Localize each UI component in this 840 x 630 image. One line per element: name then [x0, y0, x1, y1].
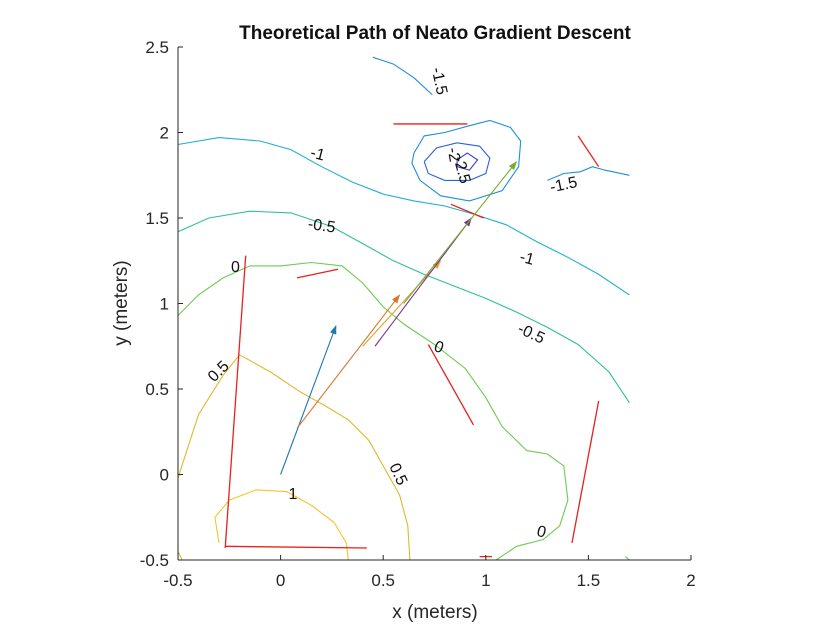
- x-tick-label: 1.5: [577, 571, 601, 590]
- contour-label: 0: [432, 338, 446, 357]
- contour-labels: -1.5-2-2.5-1-1.5-0.5-10-0.500.510.50: [205, 66, 579, 542]
- x-tick-label: -0.5: [163, 571, 192, 590]
- contour-lines: [177, 56, 630, 561]
- contour-line: [177, 551, 183, 561]
- obstacle-segment: [577, 135, 600, 168]
- contour-line: [372, 56, 433, 96]
- y-ticks: -0.5 0 0.5 1 1.5 2 2.5: [140, 38, 183, 570]
- contour-line: [456, 152, 479, 171]
- contour-label: -1: [309, 144, 327, 164]
- y-tick-label: 2: [160, 124, 169, 143]
- path-arrow: [280, 325, 337, 475]
- obstacle-segment: [571, 400, 600, 544]
- contour-label: -1.5: [548, 174, 579, 196]
- y-tick-label: 0.5: [145, 380, 169, 399]
- contour-label: -2: [444, 146, 463, 163]
- contour-label: 1: [288, 486, 297, 503]
- obstacle-segment: [296, 268, 339, 279]
- y-axis-label: y (meters): [111, 260, 132, 346]
- obstacle-segment: [225, 545, 367, 549]
- contour-line: [624, 556, 630, 561]
- plot-area: -1.5-2-2.5-1-1.5-0.5-10-0.500.510.50: [177, 56, 630, 561]
- contour-line: [177, 261, 569, 561]
- contour-label: -0.5: [307, 216, 337, 237]
- axes: -0.5 0 0.5 1 1.5 2 -0.5 0 0.5 1 1.5 2 2.5: [140, 38, 696, 590]
- y-tick-label: 1: [160, 295, 169, 314]
- contour-line: [411, 119, 522, 202]
- contour-label: 0.5: [385, 461, 410, 488]
- y-tick-label: 0: [160, 466, 169, 485]
- contour-line: [423, 142, 491, 181]
- y-tick-label: 1.5: [145, 209, 169, 228]
- path-arrow: [403, 161, 518, 304]
- x-tick-label: 0: [276, 571, 285, 590]
- contour-line: [177, 354, 411, 561]
- y-tick-label: -0.5: [140, 551, 169, 570]
- contour-label: 0.5: [205, 358, 233, 386]
- contour-line: [177, 137, 630, 296]
- x-tick-label: 0.5: [371, 571, 395, 590]
- x-tick-label: 1: [481, 571, 490, 590]
- contour-line: [177, 210, 630, 404]
- contour-label: -1.5: [428, 66, 450, 97]
- obstacle-segment: [224, 255, 247, 549]
- obstacle-lines: [224, 123, 600, 558]
- gradient-path-arrows: [280, 161, 518, 475]
- path-arrow: [296, 294, 401, 429]
- contour-line: [214, 489, 349, 561]
- x-ticks: -0.5 0 0.5 1 1.5 2: [163, 555, 696, 590]
- contour-label: -2.5: [450, 155, 474, 186]
- contour-label: 0: [535, 523, 548, 542]
- chart-title: Theoretical Path of Neato Gradient Desce…: [239, 23, 631, 44]
- contour-line: [547, 166, 630, 181]
- contour-label: -1: [518, 249, 536, 269]
- contour-label: 0: [231, 259, 240, 276]
- y-tick-label: 2.5: [145, 38, 169, 57]
- obstacle-segment: [427, 344, 475, 426]
- obstacle-segment: [450, 203, 484, 219]
- x-axis-label: x (meters): [392, 602, 478, 623]
- x-tick-label: 2: [686, 571, 695, 590]
